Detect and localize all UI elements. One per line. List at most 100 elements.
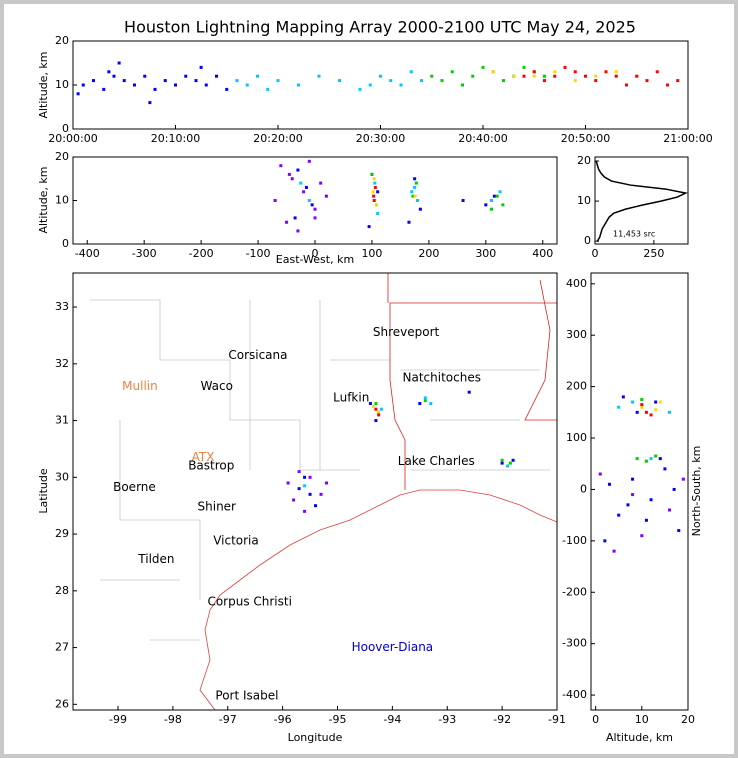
source-point <box>319 492 323 496</box>
y-tick-label: 27 <box>55 641 69 654</box>
y-axis-label: Altitude, km <box>37 51 50 118</box>
source-point <box>290 177 294 181</box>
source-point <box>626 503 630 507</box>
source-point <box>617 513 621 517</box>
source-point <box>584 74 587 78</box>
y-tick-label: -400 <box>562 688 587 701</box>
figure-title: Houston Lightning Mapping Array 2000-210… <box>124 18 636 37</box>
source-point <box>543 79 546 83</box>
source-point <box>677 529 681 533</box>
source-point <box>532 74 536 78</box>
x-tick-label: 0 <box>592 713 599 726</box>
source-point <box>194 79 198 83</box>
source-point <box>511 458 515 462</box>
map-label: Lake Charles <box>398 454 475 468</box>
source-point <box>522 74 526 78</box>
source-point <box>302 190 306 194</box>
source-point <box>308 475 312 479</box>
source-point <box>491 70 495 74</box>
y-tick-label: 100 <box>566 431 587 444</box>
y-tick-label: 32 <box>55 357 69 370</box>
map-label: Shreveport <box>373 325 440 339</box>
plot-frame <box>72 272 558 711</box>
source-point <box>614 74 618 78</box>
x-tick-label: -95 <box>329 713 347 726</box>
plot-frame <box>594 156 689 245</box>
y-tick-label: 20 <box>577 154 591 167</box>
source-point <box>644 459 648 463</box>
source-point <box>303 509 307 513</box>
source-point <box>666 83 669 87</box>
altitude-histogram <box>595 160 688 242</box>
source-point <box>287 172 291 176</box>
source-point <box>420 79 423 83</box>
source-point <box>631 493 635 497</box>
y-tick-label: 28 <box>55 584 69 597</box>
x-tick-label: 400 <box>532 247 553 260</box>
source-point <box>285 220 289 224</box>
source-point <box>374 407 378 411</box>
source-point <box>413 194 417 198</box>
source-point <box>307 199 311 202</box>
map-label: Lufkin <box>333 390 369 404</box>
x-tick-label: -200 <box>189 247 214 260</box>
source-point <box>500 458 504 462</box>
source-point <box>450 70 454 74</box>
y-tick-label: 29 <box>55 527 69 540</box>
source-point <box>492 194 496 198</box>
source-point <box>481 65 485 69</box>
source-point <box>368 402 372 406</box>
source-point <box>471 74 475 78</box>
source-point <box>304 185 308 189</box>
source-point <box>76 92 80 96</box>
source-point <box>338 79 341 83</box>
source-point <box>418 207 422 211</box>
y-tick-label: 20 <box>55 150 69 163</box>
source-point <box>654 408 658 412</box>
source-point <box>81 83 85 87</box>
source-point <box>573 79 577 83</box>
source-point <box>377 413 381 417</box>
source-point <box>374 402 378 406</box>
source-point <box>625 83 628 87</box>
source-point <box>303 484 307 488</box>
source-point <box>532 70 536 74</box>
y-tick-label: 30 <box>55 470 69 483</box>
source-point <box>654 400 658 404</box>
map-label: Victoria <box>213 533 259 547</box>
source-point <box>297 470 301 474</box>
source-point <box>276 79 280 83</box>
x-tick-label: 20:50:00 <box>561 132 610 145</box>
map-label: Hoover-Diana <box>352 640 434 654</box>
source-point <box>117 61 121 65</box>
source-point <box>174 83 177 87</box>
source-point <box>379 407 383 411</box>
source-point <box>371 404 375 408</box>
x-tick-label: 200 <box>418 247 439 260</box>
map-label: ATX <box>192 450 215 464</box>
source-point <box>317 74 321 78</box>
y-tick-label: 0 <box>62 122 69 135</box>
x-tick-label: 0 <box>592 247 599 260</box>
x-tick-label: -94 <box>383 713 401 726</box>
source-point <box>598 472 602 476</box>
x-tick-label: -99 <box>109 713 127 726</box>
source-point <box>148 101 152 105</box>
y-axis-label: Altitude, km <box>37 166 50 233</box>
source-point <box>413 177 417 181</box>
source-point <box>184 74 188 78</box>
source-point <box>490 199 494 202</box>
source-point <box>617 405 621 409</box>
y-axis-label: Latitude <box>37 468 50 514</box>
source-point <box>389 79 393 83</box>
source-point <box>631 400 635 404</box>
source-point <box>279 164 283 168</box>
x-tick-label: 20:00:00 <box>48 132 97 145</box>
source-point <box>235 79 239 83</box>
source-point <box>204 83 208 87</box>
y-tick-label: 200 <box>566 380 587 393</box>
source-point <box>649 457 653 461</box>
source-point <box>410 190 414 194</box>
